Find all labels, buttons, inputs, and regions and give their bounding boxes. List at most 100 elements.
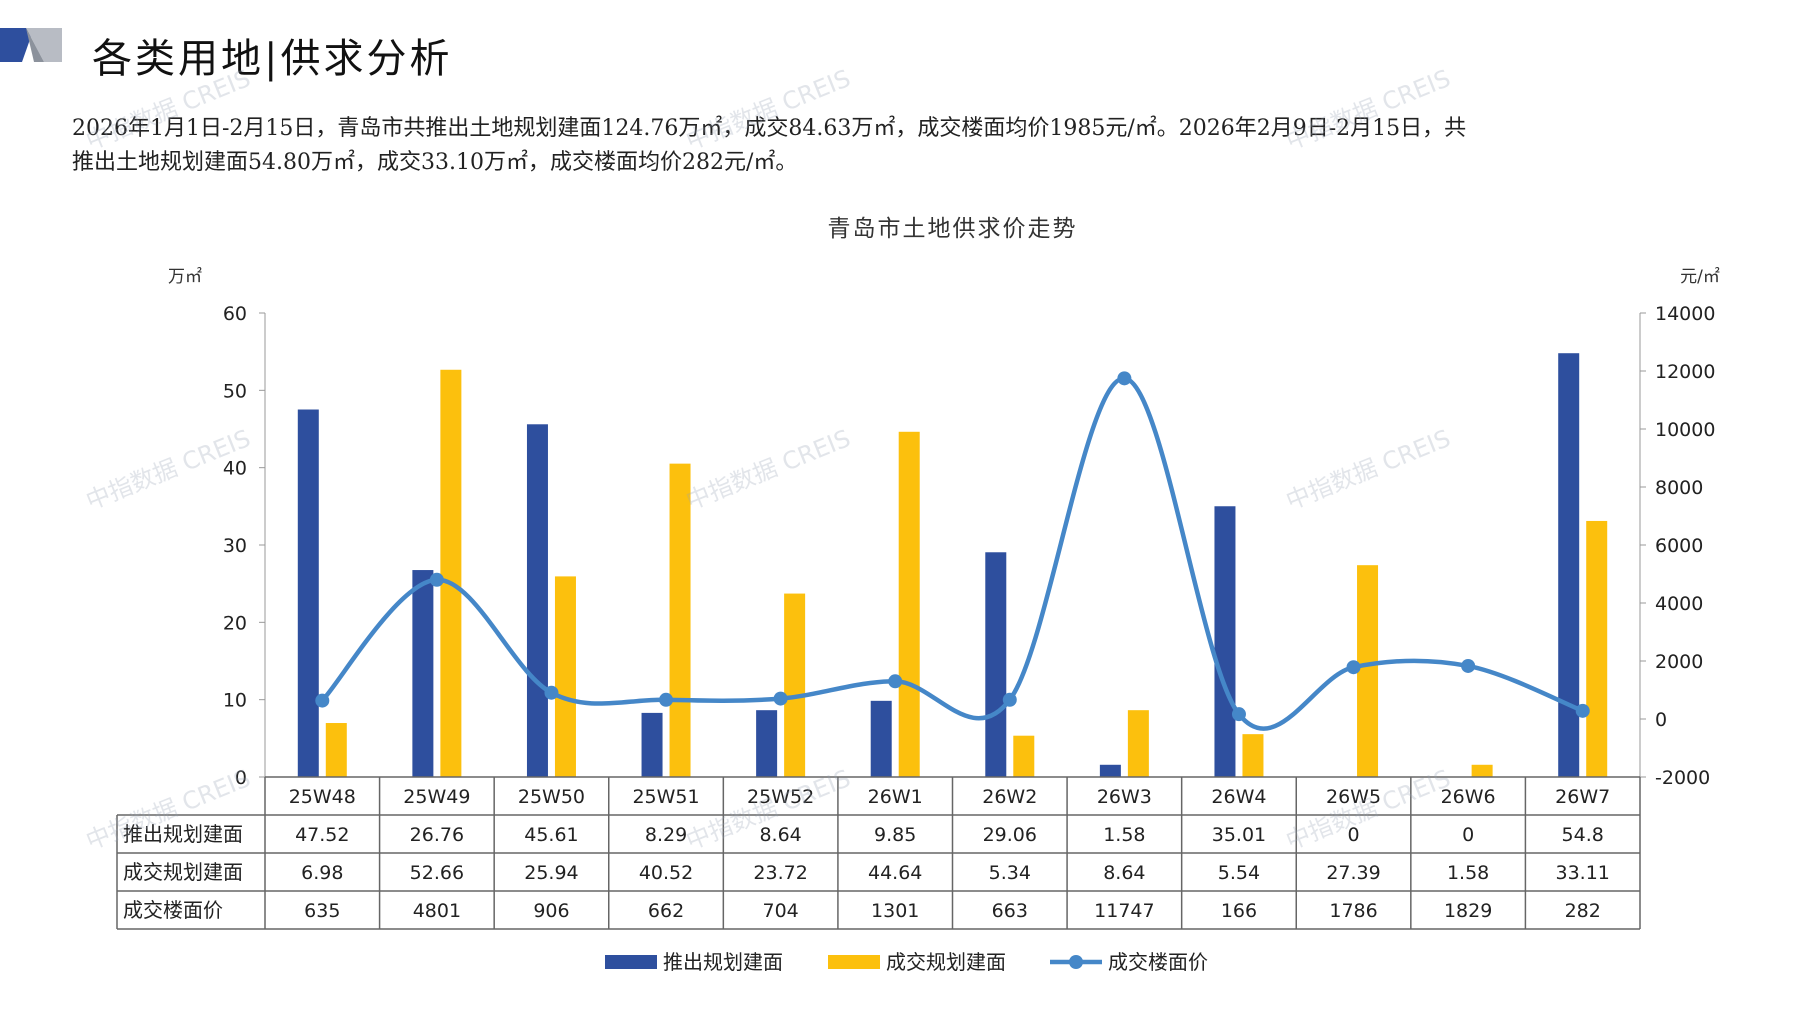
legend-label: 推出规划建面 bbox=[663, 950, 783, 974]
bar-deal bbox=[1586, 520, 1608, 777]
table-cell: 35.01 bbox=[1212, 824, 1266, 846]
bar-deal bbox=[440, 369, 462, 777]
price-point bbox=[1346, 660, 1361, 675]
table-cell: 1786 bbox=[1329, 900, 1377, 922]
x-tick-label: 25W49 bbox=[403, 786, 470, 808]
table-cell: 0 bbox=[1462, 824, 1474, 846]
bar-deal bbox=[554, 576, 576, 777]
table-row-header: 成交楼面价 bbox=[123, 898, 223, 922]
table-cell: 29.06 bbox=[983, 824, 1037, 846]
bar-supply bbox=[526, 424, 548, 777]
table-row-header: 成交规划建面 bbox=[123, 860, 243, 884]
page-title: 各类用地|供求分析 bbox=[92, 36, 453, 82]
x-tick-label: 25W50 bbox=[518, 786, 585, 808]
bar-deal bbox=[669, 463, 691, 777]
price-point bbox=[1575, 703, 1590, 718]
left-tick-label: 0 bbox=[235, 767, 247, 789]
right-tick-label: 10000 bbox=[1655, 419, 1715, 441]
bar-deal bbox=[1013, 735, 1035, 777]
x-tick-label: 26W2 bbox=[982, 786, 1037, 808]
bar-deal bbox=[325, 723, 347, 777]
bar-deal bbox=[1127, 710, 1149, 777]
bar-supply bbox=[1214, 506, 1236, 777]
table-cell: 9.85 bbox=[874, 824, 916, 846]
right-tick-label: 8000 bbox=[1655, 477, 1703, 499]
x-tick-label: 25W52 bbox=[747, 786, 814, 808]
table-cell: 704 bbox=[762, 900, 798, 922]
legend-swatch bbox=[1069, 955, 1083, 969]
bar-supply bbox=[756, 710, 778, 777]
legend-swatch bbox=[605, 955, 657, 969]
bar-deal bbox=[1242, 734, 1264, 777]
x-tick-label: 26W3 bbox=[1097, 786, 1152, 808]
bar-deal bbox=[784, 593, 806, 777]
table-cell: 8.64 bbox=[759, 824, 801, 846]
right-tick-label: -2000 bbox=[1655, 767, 1710, 789]
table-cell: 5.54 bbox=[1218, 862, 1260, 884]
bar-deal bbox=[1471, 764, 1493, 777]
price-point bbox=[659, 692, 674, 707]
x-tick-label: 26W7 bbox=[1555, 786, 1610, 808]
table-cell: 282 bbox=[1565, 900, 1601, 922]
table-cell: 6.98 bbox=[301, 862, 343, 884]
bar-supply bbox=[297, 409, 319, 777]
table-cell: 635 bbox=[304, 900, 340, 922]
table-cell: 23.72 bbox=[753, 862, 807, 884]
table-cell: 33.11 bbox=[1556, 862, 1610, 884]
page-header: 各类用地|供求分析 bbox=[0, 22, 700, 82]
summary-line-2: 推出土地规划建面54.80万㎡，成交33.10万㎡，成交楼面均价282元/㎡。 bbox=[72, 150, 798, 175]
chart-title: 青岛市土地供求价走势 bbox=[828, 216, 1078, 242]
table-cell: 8.64 bbox=[1103, 862, 1145, 884]
table-cell: 45.61 bbox=[524, 824, 578, 846]
table-cell: 5.34 bbox=[989, 862, 1031, 884]
right-tick-label: 0 bbox=[1655, 709, 1667, 731]
price-point bbox=[1117, 371, 1132, 386]
table-cell: 40.52 bbox=[639, 862, 693, 884]
price-point bbox=[1231, 707, 1246, 722]
price-point bbox=[1002, 692, 1017, 707]
x-tick-label: 26W4 bbox=[1211, 786, 1266, 808]
right-tick-label: 14000 bbox=[1655, 303, 1715, 325]
summary-line-1: 2026年1月1日-2月15日，青岛市共推出土地规划建面124.76万㎡，成交8… bbox=[72, 116, 1467, 141]
bar-supply bbox=[1099, 764, 1121, 777]
table-cell: 27.39 bbox=[1326, 862, 1380, 884]
left-tick-label: 30 bbox=[223, 535, 247, 557]
brand-logo-icon bbox=[0, 28, 62, 62]
table-cell: 906 bbox=[533, 900, 569, 922]
bar-supply bbox=[985, 552, 1007, 777]
table-cell: 4801 bbox=[413, 900, 461, 922]
table-cell: 25.94 bbox=[524, 862, 578, 884]
x-tick-label: 26W1 bbox=[868, 786, 923, 808]
x-tick-label: 25W48 bbox=[289, 786, 356, 808]
table-cell: 54.8 bbox=[1562, 824, 1604, 846]
left-tick-label: 40 bbox=[223, 458, 247, 480]
table-cell: 44.64 bbox=[868, 862, 922, 884]
bar-deal bbox=[898, 431, 920, 777]
price-point bbox=[544, 685, 559, 700]
right-tick-label: 4000 bbox=[1655, 593, 1703, 615]
table-cell: 1.58 bbox=[1103, 824, 1145, 846]
x-tick-label: 26W5 bbox=[1326, 786, 1381, 808]
right-tick-label: 12000 bbox=[1655, 361, 1715, 383]
left-tick-label: 10 bbox=[223, 690, 247, 712]
table-cell: 47.52 bbox=[295, 824, 349, 846]
table-cell: 11747 bbox=[1094, 900, 1154, 922]
price-point bbox=[773, 691, 788, 706]
table-cell: 26.76 bbox=[410, 824, 464, 846]
x-tick-label: 25W51 bbox=[632, 786, 699, 808]
x-tick-label: 26W6 bbox=[1441, 786, 1496, 808]
table-cell: 52.66 bbox=[410, 862, 464, 884]
price-point bbox=[429, 572, 444, 587]
bar-supply bbox=[641, 712, 663, 777]
table-cell: 0 bbox=[1347, 824, 1359, 846]
legend-swatch bbox=[828, 955, 880, 969]
table-cell: 166 bbox=[1221, 900, 1257, 922]
right-tick-label: 6000 bbox=[1655, 535, 1703, 557]
table-cell: 1.58 bbox=[1447, 862, 1489, 884]
legend-label: 成交楼面价 bbox=[1108, 950, 1208, 974]
price-line bbox=[320, 376, 1584, 731]
table-cell: 663 bbox=[992, 900, 1028, 922]
table-cell: 662 bbox=[648, 900, 684, 922]
right-tick-label: 2000 bbox=[1655, 651, 1703, 673]
